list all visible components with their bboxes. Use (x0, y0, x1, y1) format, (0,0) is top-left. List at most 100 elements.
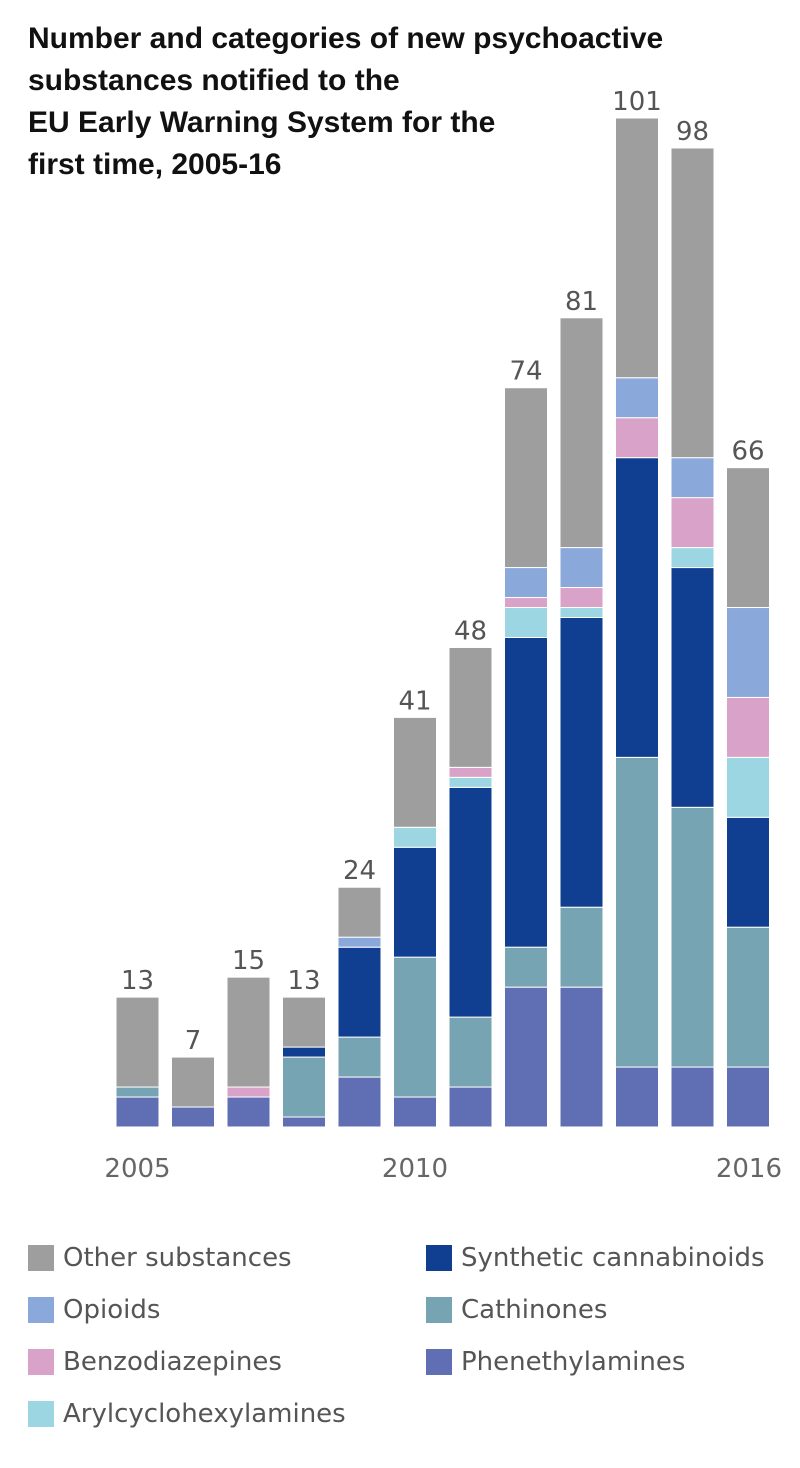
bar-segment-synthetic-cannabinoids-2010 (393, 846, 437, 958)
chart-title-line: EU Early Warning System for the (28, 106, 496, 139)
bar-segment-cathinones-2008 (282, 1056, 326, 1118)
stacked-bar-chart: 13 7 15 13 24 41 48 74 81 101 98 66 2005 2010 2016 (104, 87, 782, 1184)
bar-segment-phenethylamines-2014 (615, 1066, 659, 1128)
legend-swatch (28, 1349, 54, 1375)
bar-segment-arylcyclohexylamines-2012 (504, 607, 548, 638)
bar-segment-cathinones-2016 (726, 926, 770, 1068)
bar-segment-arylcyclohexylamines-2010 (393, 826, 437, 848)
bar-segment-phenethylamines-2009 (337, 1076, 382, 1128)
x-tick-label-2016: 2016 (716, 1154, 782, 1184)
legend-item-synthetic-cannabinoids: Synthetic cannabinoids (426, 1238, 765, 1278)
x-tick-label-2010: 2010 (382, 1154, 448, 1184)
bar-segment-benzodiazepines-2016 (726, 696, 770, 758)
bar-segment-opioids-2013 (559, 547, 604, 589)
bar-segment-opioids-2014 (615, 377, 659, 419)
bar-total-label-2006: 7 (185, 1026, 202, 1056)
chart-title-line: substances notified to the (28, 64, 400, 97)
chart-title-line: first time, 2005-16 (28, 148, 282, 181)
bar-segment-benzodiazepines-2014 (615, 417, 659, 459)
bar-segment-synthetic-cannabinoids-2012 (504, 636, 548, 948)
legend-item-other-substances: Other substances (28, 1238, 292, 1278)
bar-segment-cathinones-2011 (448, 1016, 493, 1088)
total-labels-layer: 13 7 15 13 24 41 48 74 81 101 98 66 (121, 87, 765, 1056)
bar-segment-cathinones-2013 (559, 906, 604, 988)
bar-segment-opioids-2015 (670, 457, 715, 499)
bar-segment-phenethylamines-2008 (282, 1116, 326, 1128)
legend-swatch (426, 1245, 452, 1271)
bar-segment-phenethylamines-2012 (504, 986, 548, 1128)
legend-label: Benzodiazepines (63, 1347, 282, 1377)
bar-segment-benzodiazepines-2013 (559, 587, 604, 609)
bar-segment-other-substances-2005 (115, 996, 160, 1088)
legend-swatch (426, 1349, 452, 1375)
legend-swatch (426, 1297, 452, 1323)
bar-segment-cathinones-2010 (393, 956, 437, 1098)
legend-label: Synthetic cannabinoids (461, 1243, 765, 1273)
bar-segment-cathinones-2005 (115, 1086, 160, 1098)
bar-segment-opioids-2016 (726, 607, 770, 698)
bar-segment-phenethylamines-2015 (670, 1066, 715, 1128)
bar-segment-cathinones-2012 (504, 946, 548, 988)
bar-segment-phenethylamines-2006 (171, 1106, 215, 1128)
bar-segment-benzodiazepines-2007 (226, 1086, 271, 1098)
bar-segment-other-substances-2015 (670, 147, 715, 459)
bar-segment-other-substances-2012 (504, 387, 548, 569)
bars-layer (115, 117, 770, 1128)
legend-item-benzodiazepines: Benzodiazepines (28, 1342, 282, 1382)
bar-segment-cathinones-2014 (615, 756, 659, 1068)
bar-segment-other-substances-2014 (615, 117, 659, 379)
bar-segment-opioids-2009 (337, 936, 382, 948)
bar-segment-phenethylamines-2005 (115, 1096, 160, 1128)
legend-swatch (28, 1401, 54, 1427)
bar-segment-other-substances-2008 (282, 996, 326, 1048)
bar-segment-cathinones-2015 (670, 806, 715, 1068)
x-tick-label-2005: 2005 (104, 1154, 170, 1184)
legend-label: Other substances (63, 1243, 292, 1273)
legend-item-opioids: Opioids (28, 1290, 160, 1330)
bar-total-label-2008: 13 (287, 966, 320, 996)
bar-segment-synthetic-cannabinoids-2016 (726, 816, 770, 928)
bar-total-label-2013: 81 (565, 287, 598, 317)
bar-total-label-2014: 101 (612, 87, 662, 117)
bar-segment-synthetic-cannabinoids-2011 (448, 786, 493, 1018)
legend-item-cathinones: Cathinones (426, 1290, 607, 1330)
bar-segment-other-substances-2007 (226, 976, 271, 1088)
bar-total-label-2011: 48 (454, 616, 487, 646)
chart-title-line: Number and categories of new psychoactiv… (28, 22, 664, 55)
legend-item-phenethylamines: Phenethylamines (426, 1342, 685, 1382)
legend-label: Arylcyclohexylamines (63, 1399, 346, 1429)
bar-segment-arylcyclohexylamines-2015 (670, 547, 715, 569)
bar-segment-benzodiazepines-2015 (670, 497, 715, 549)
bar-segment-other-substances-2016 (726, 467, 770, 609)
bar-segment-synthetic-cannabinoids-2015 (670, 567, 715, 808)
bar-segment-other-substances-2009 (337, 886, 382, 938)
bar-total-label-2010: 41 (398, 686, 431, 716)
legend-swatch (28, 1297, 54, 1323)
bar-segment-phenethylamines-2010 (393, 1096, 437, 1128)
bar-total-label-2005: 13 (121, 966, 154, 996)
bar-segment-other-substances-2006 (171, 1056, 215, 1108)
legend-label: Cathinones (461, 1295, 608, 1325)
bar-segment-other-substances-2013 (559, 317, 604, 549)
bar-segment-phenethylamines-2016 (726, 1066, 770, 1128)
bar-segment-synthetic-cannabinoids-2008 (282, 1046, 326, 1058)
bar-segment-arylcyclohexylamines-2016 (726, 756, 770, 818)
bar-segment-phenethylamines-2011 (448, 1086, 493, 1128)
bar-segment-synthetic-cannabinoids-2013 (559, 617, 604, 908)
bar-segment-phenethylamines-2007 (226, 1096, 271, 1128)
legend-item-arylcyclohexylamines: Arylcyclohexylamines (28, 1394, 346, 1434)
legend-label: Opioids (63, 1295, 161, 1325)
bar-segment-cathinones-2009 (337, 1036, 382, 1078)
chart-title: Number and categories of new psychoactiv… (28, 18, 768, 186)
bar-segment-other-substances-2011 (448, 646, 493, 768)
bar-segment-opioids-2012 (504, 567, 548, 599)
bar-segment-other-substances-2010 (393, 716, 437, 828)
legend-label: Phenethylamines (461, 1347, 686, 1377)
bar-segment-synthetic-cannabinoids-2009 (337, 946, 382, 1038)
bar-total-label-2016: 66 (731, 437, 764, 467)
x-axis-tick-labels: 2005 2010 2016 (104, 1154, 782, 1184)
bar-segment-benzodiazepines-2012 (504, 597, 548, 609)
bar-total-label-2015: 98 (676, 117, 709, 147)
bar-total-label-2009: 24 (343, 856, 376, 886)
bar-segment-arylcyclohexylamines-2011 (448, 776, 493, 788)
